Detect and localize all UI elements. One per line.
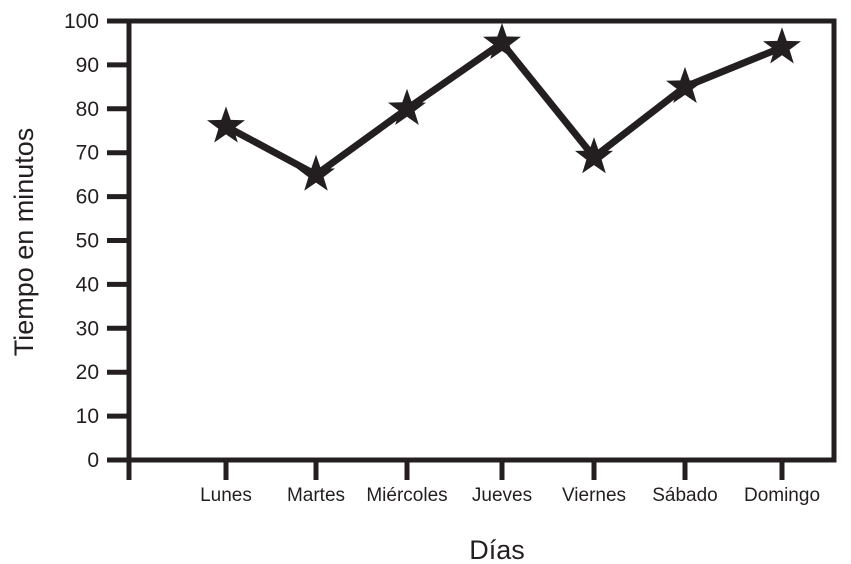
y-tick-label: 30: [76, 317, 99, 340]
plot-border: [126, 18, 837, 463]
plot-frame: [126, 18, 837, 463]
x-tick-label: Viernes: [562, 485, 626, 506]
y-tick-label: 40: [76, 273, 99, 296]
series-line: [224, 38, 784, 179]
x-tick-label: Lunes: [200, 485, 252, 506]
y-tick-label: 80: [76, 98, 99, 121]
y-tick-label: 100: [64, 10, 99, 33]
star-marker: [297, 154, 335, 191]
x-tick-label: Miércoles: [366, 485, 447, 506]
y-tick-label: 0: [87, 449, 99, 472]
y-tick-label: 70: [76, 142, 99, 165]
star-marker: [763, 27, 801, 64]
x-axis-ticks: Lunes Martes Miércoles Jueves Viernes Sábado D…: [126, 460, 820, 506]
x-tick-label: Sábado: [652, 485, 718, 506]
y-tick-label: 10: [76, 405, 99, 428]
star-marker: [388, 88, 426, 125]
y-tick-label: 60: [76, 186, 99, 209]
y-tick-label: 20: [76, 361, 99, 384]
star-marker: [483, 23, 521, 60]
y-tick-label: 50: [76, 230, 99, 253]
x-tick-label: Martes: [287, 485, 345, 506]
star-marker: [207, 106, 245, 143]
series-line-path: [224, 38, 784, 179]
y-tick-label: 90: [76, 54, 99, 77]
star-marker: [575, 137, 613, 174]
star-marker: [666, 66, 704, 103]
series-markers: [207, 23, 801, 191]
x-tick-label: Domingo: [744, 485, 820, 506]
x-axis-title: Días: [469, 535, 525, 564]
y-axis-ticks: 0 10 20 30 40 50 60 70 80 90 100: [64, 10, 129, 472]
y-axis-title: Tiempo en minutos: [9, 128, 39, 357]
x-tick-label: Jueves: [472, 485, 532, 506]
